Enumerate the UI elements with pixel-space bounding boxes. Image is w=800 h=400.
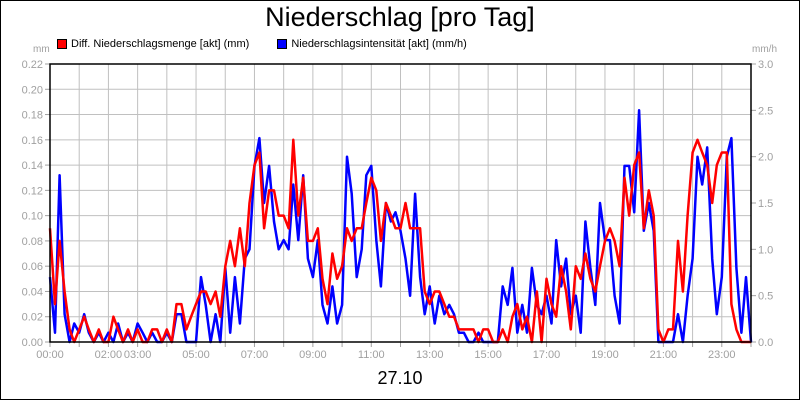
red-square-icon [57, 39, 67, 49]
right-tick-label: 0.5 [758, 291, 773, 303]
right-tick-label: 0.0 [758, 337, 773, 349]
x-tick-label: 03:00 [124, 349, 152, 361]
date-label: 27.10 [377, 368, 423, 388]
x-tick-label: 19:00 [591, 349, 619, 361]
right-tick-label: 2.0 [758, 152, 773, 164]
x-tick-label: 02:00 [95, 349, 123, 361]
legend-item-intensitaet: Niederschlagsintensität [akt] (mm/h) [277, 38, 467, 50]
x-tick-label: 09:00 [299, 349, 327, 361]
left-tick-label: 0.00 [22, 337, 43, 349]
left-tick-label: 0.14 [22, 160, 43, 172]
left-tick-label: 0.10 [22, 211, 43, 223]
x-tick-label: 21:00 [650, 349, 678, 361]
legend-item-menge: Diff. Niederschlagsmenge [akt] (mm) [57, 38, 249, 50]
left-tick-label: 0.16 [22, 135, 43, 147]
series-line-menge [48, 138, 751, 344]
right-tick-label: 1.0 [758, 244, 773, 256]
right-tick-label: 1.5 [758, 198, 773, 210]
x-tick-label: 15:00 [474, 349, 502, 361]
left-tick-label: 0.12 [22, 185, 43, 197]
left-tick-label: 0.18 [22, 110, 43, 122]
blue-square-icon [277, 39, 288, 49]
right-tick-label: 3.0 [758, 59, 773, 71]
x-tick-label: 17:00 [533, 349, 561, 361]
left-tick-label: 0.20 [22, 84, 43, 96]
legend-label-menge: Diff. Niederschlagsmenge [akt] (mm) [71, 38, 250, 50]
left-tick-label: 0.02 [22, 312, 43, 324]
x-tick-label: 07:00 [241, 349, 269, 361]
legend: Diff. Niederschlagsmenge [akt] (mm) Nied… [57, 38, 467, 50]
left-tick-label: 0.22 [22, 59, 43, 71]
right-axis-unit: mm/h [752, 44, 777, 55]
right-tick-label: 2.5 [758, 105, 773, 117]
legend-label-intensitaet: Niederschlagsintensität [akt] (mm/h) [291, 38, 467, 50]
plot-area-border [49, 63, 752, 343]
left-tick-label: 0.06 [22, 261, 43, 273]
left-axis-unit: mm [33, 44, 50, 55]
x-tick-label: 13:00 [416, 349, 444, 361]
x-tick-label: 23:00 [708, 349, 736, 361]
chart-title: Niederschlag [pro Tag] [265, 2, 535, 32]
x-tick-label: 00:00 [36, 349, 64, 361]
left-tick-label: 0.04 [22, 286, 43, 298]
left-tick-label: 0.08 [22, 236, 43, 248]
x-tick-label: 05:00 [182, 349, 210, 361]
x-tick-label: 11:00 [358, 349, 385, 361]
